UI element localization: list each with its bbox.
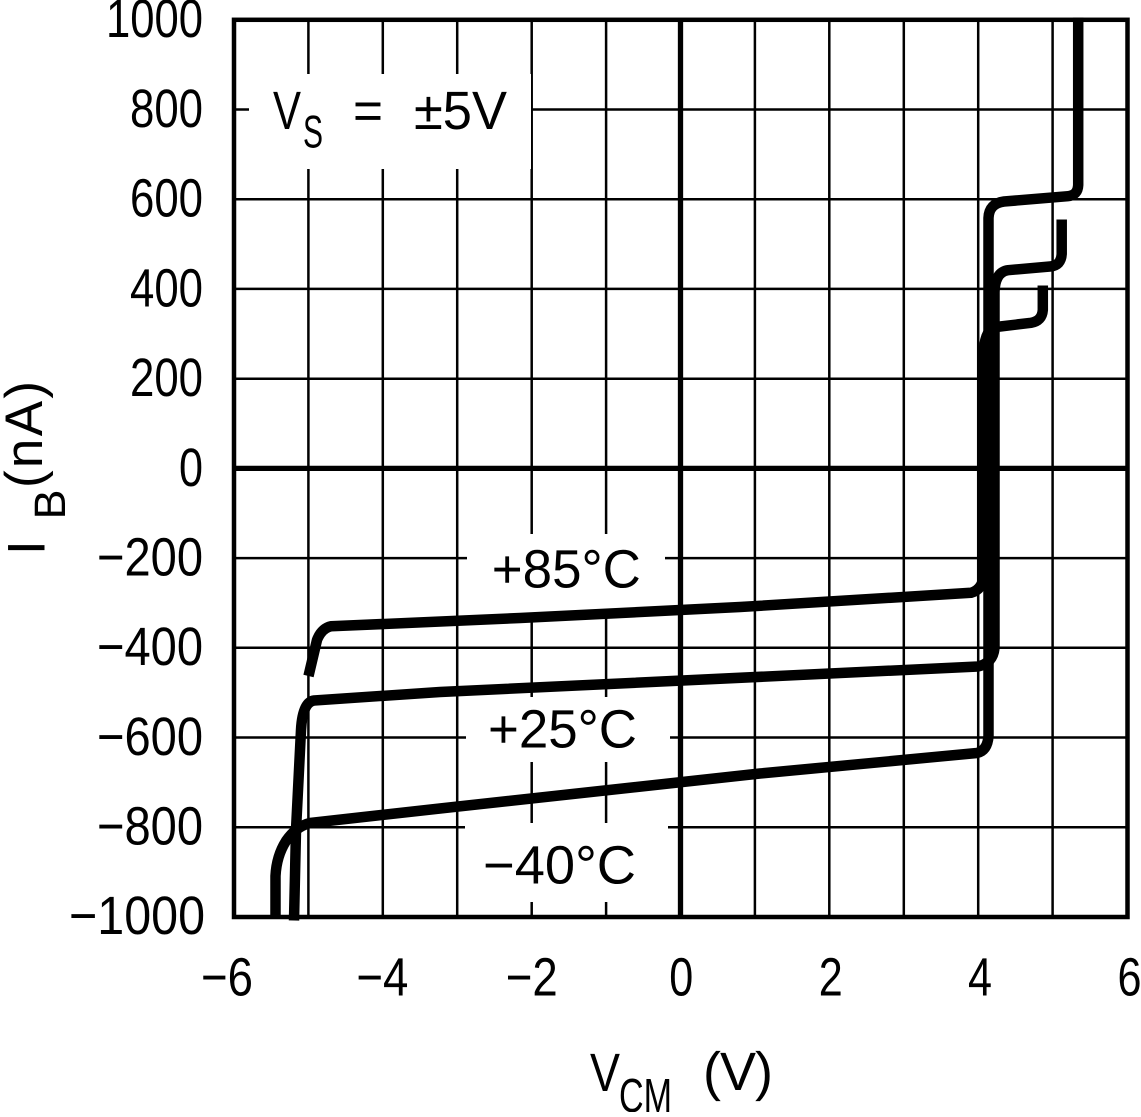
svg-text:+85°C: +85°C <box>492 540 641 600</box>
svg-text:−4: −4 <box>356 947 408 1007</box>
svg-text:(V): (V) <box>703 1042 773 1102</box>
svg-text:200: 200 <box>130 348 203 408</box>
svg-text:−6: −6 <box>201 947 253 1007</box>
svg-text:±5V: ±5V <box>414 81 507 141</box>
svg-text:−200: −200 <box>97 528 203 588</box>
svg-text:1000: 1000 <box>106 0 203 49</box>
svg-text:I: I <box>0 540 57 555</box>
svg-text:400: 400 <box>130 258 203 318</box>
svg-text:S: S <box>303 106 323 158</box>
svg-text:V: V <box>273 81 301 141</box>
svg-text:(nA): (nA) <box>0 381 54 488</box>
svg-text:−2: −2 <box>506 947 558 1007</box>
svg-text:0: 0 <box>179 438 203 498</box>
svg-text:0: 0 <box>669 947 693 1007</box>
svg-text:+25°C: +25°C <box>488 700 637 760</box>
svg-text:CM: CM <box>619 1070 672 1112</box>
svg-text:4: 4 <box>968 947 992 1007</box>
svg-text:−400: −400 <box>97 617 203 677</box>
svg-text:B: B <box>26 490 75 520</box>
svg-text:−1000: −1000 <box>69 886 205 946</box>
svg-text:−600: −600 <box>97 707 203 767</box>
svg-text:2: 2 <box>819 947 843 1007</box>
svg-text:V: V <box>590 1043 620 1103</box>
svg-text:6: 6 <box>1118 947 1141 1007</box>
svg-text:600: 600 <box>130 169 203 229</box>
svg-text:−800: −800 <box>97 797 203 857</box>
svg-text:−40°C: −40°C <box>483 836 636 896</box>
svg-text:800: 800 <box>130 79 203 139</box>
svg-text:=: = <box>353 81 383 141</box>
